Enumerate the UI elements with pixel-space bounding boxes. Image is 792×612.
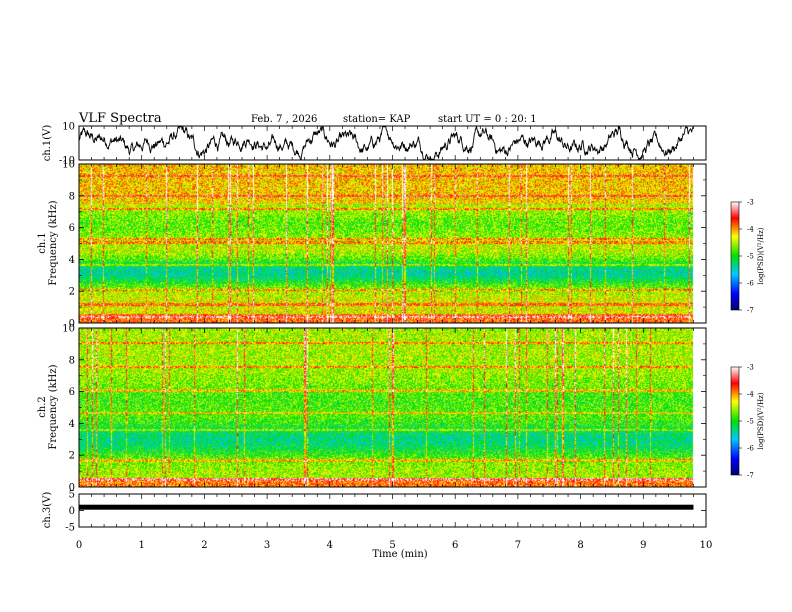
x-tick-label: 0	[76, 540, 82, 551]
panel-2-axes: 0 2 4 6 8 10	[62, 324, 707, 494]
figure-title: VLF Spectra	[78, 111, 162, 126]
start-time-label: start UT = 0 : 20: 1	[438, 114, 537, 125]
colorbar-tick-label: -4	[747, 226, 754, 234]
y-tick-label: 10	[62, 160, 75, 171]
colorbar-tick-label: -6	[747, 280, 754, 288]
x-tick-label: 1	[139, 540, 145, 551]
panel-3-axes: 5 0 -5	[65, 490, 707, 534]
ch2-spectrogram-ylabel: ch.2Frequency (kHz)	[37, 364, 59, 449]
y-tick-label: 4	[69, 419, 75, 430]
x-tick-label: 8	[577, 540, 583, 551]
x-tick-label: 5	[389, 540, 395, 551]
svg-text:ch.2Frequency (kHz): ch.2Frequency (kHz)	[37, 364, 59, 449]
y-tick-label: 2	[69, 287, 75, 298]
ch1-colorbar-label: log(PSD)(V²/Hz)	[757, 227, 765, 284]
y-tick-label: 5	[69, 490, 75, 501]
ch2-colorbar-gradient	[730, 366, 740, 476]
svg-text:ch.1Frequency (kHz): ch.1Frequency (kHz)	[37, 200, 59, 285]
ch1-waveform-ylabel: ch.1(V)	[42, 125, 53, 162]
y-tick-label: 4	[69, 255, 75, 266]
ch1-colorbar-gradient	[730, 201, 740, 311]
x-tick-label: 3	[264, 540, 270, 551]
ch1-spectrogram-image	[79, 164, 706, 323]
ch1-spectrogram-panel	[79, 164, 706, 323]
x-tick-label: 6	[452, 540, 458, 551]
x-tick-label: 7	[515, 540, 521, 551]
x-tick-label: 10	[700, 540, 713, 551]
ch3-signal-line	[79, 504, 694, 510]
y-tick-label: 10	[62, 122, 75, 133]
panel-1-axes: 0 2 4 6 8 10	[62, 160, 707, 330]
station-label: station= KAP	[343, 114, 411, 125]
y-tick-label: -5	[65, 523, 75, 534]
ch2-spectrogram-panel	[79, 328, 706, 487]
ch2-colorbar-label: log(PSD)(V²/Hz)	[757, 392, 765, 449]
y-tick-label: 8	[69, 191, 75, 202]
colorbar-tick-label: -5	[747, 253, 754, 261]
colorbar-tick-label: -7	[747, 307, 754, 315]
y-tick-label: 0	[69, 319, 75, 330]
y-tick-label: 0	[69, 506, 75, 517]
y-tick-label: -10	[59, 156, 75, 167]
x-tick-label: 9	[640, 540, 646, 551]
colorbar-tick-label: -6	[747, 445, 754, 453]
y-tick-label: 6	[69, 223, 75, 234]
ch3-signal-ylabel: ch.3(V)	[42, 492, 53, 529]
ch2-spectrogram-image	[79, 328, 706, 487]
ch1-spectrogram-ylabel: ch.1Frequency (kHz)	[37, 200, 59, 285]
colorbar-tick-label: -3	[747, 199, 754, 207]
y-tick-label: 0	[69, 483, 75, 494]
y-tick-label: 2	[69, 451, 75, 462]
x-axis-label: Time (min)	[372, 549, 427, 560]
x-tick-label: 4	[327, 540, 333, 551]
y-tick-label: 6	[69, 387, 75, 398]
date-label: Feb. 7 , 2026	[251, 114, 317, 125]
ch1-waveform-line	[79, 126, 694, 160]
colorbar-tick-label: -7	[747, 472, 754, 480]
colorbar-tick-label: -4	[747, 391, 754, 399]
colorbar-tick-label: -3	[747, 364, 754, 372]
colorbar-tick-label: -5	[747, 418, 754, 426]
y-tick-label: 10	[62, 324, 75, 335]
panel-0-axes: 10 -10	[59, 122, 707, 167]
y-tick-label: 8	[69, 355, 75, 366]
x-tick-label: 2	[201, 540, 207, 551]
